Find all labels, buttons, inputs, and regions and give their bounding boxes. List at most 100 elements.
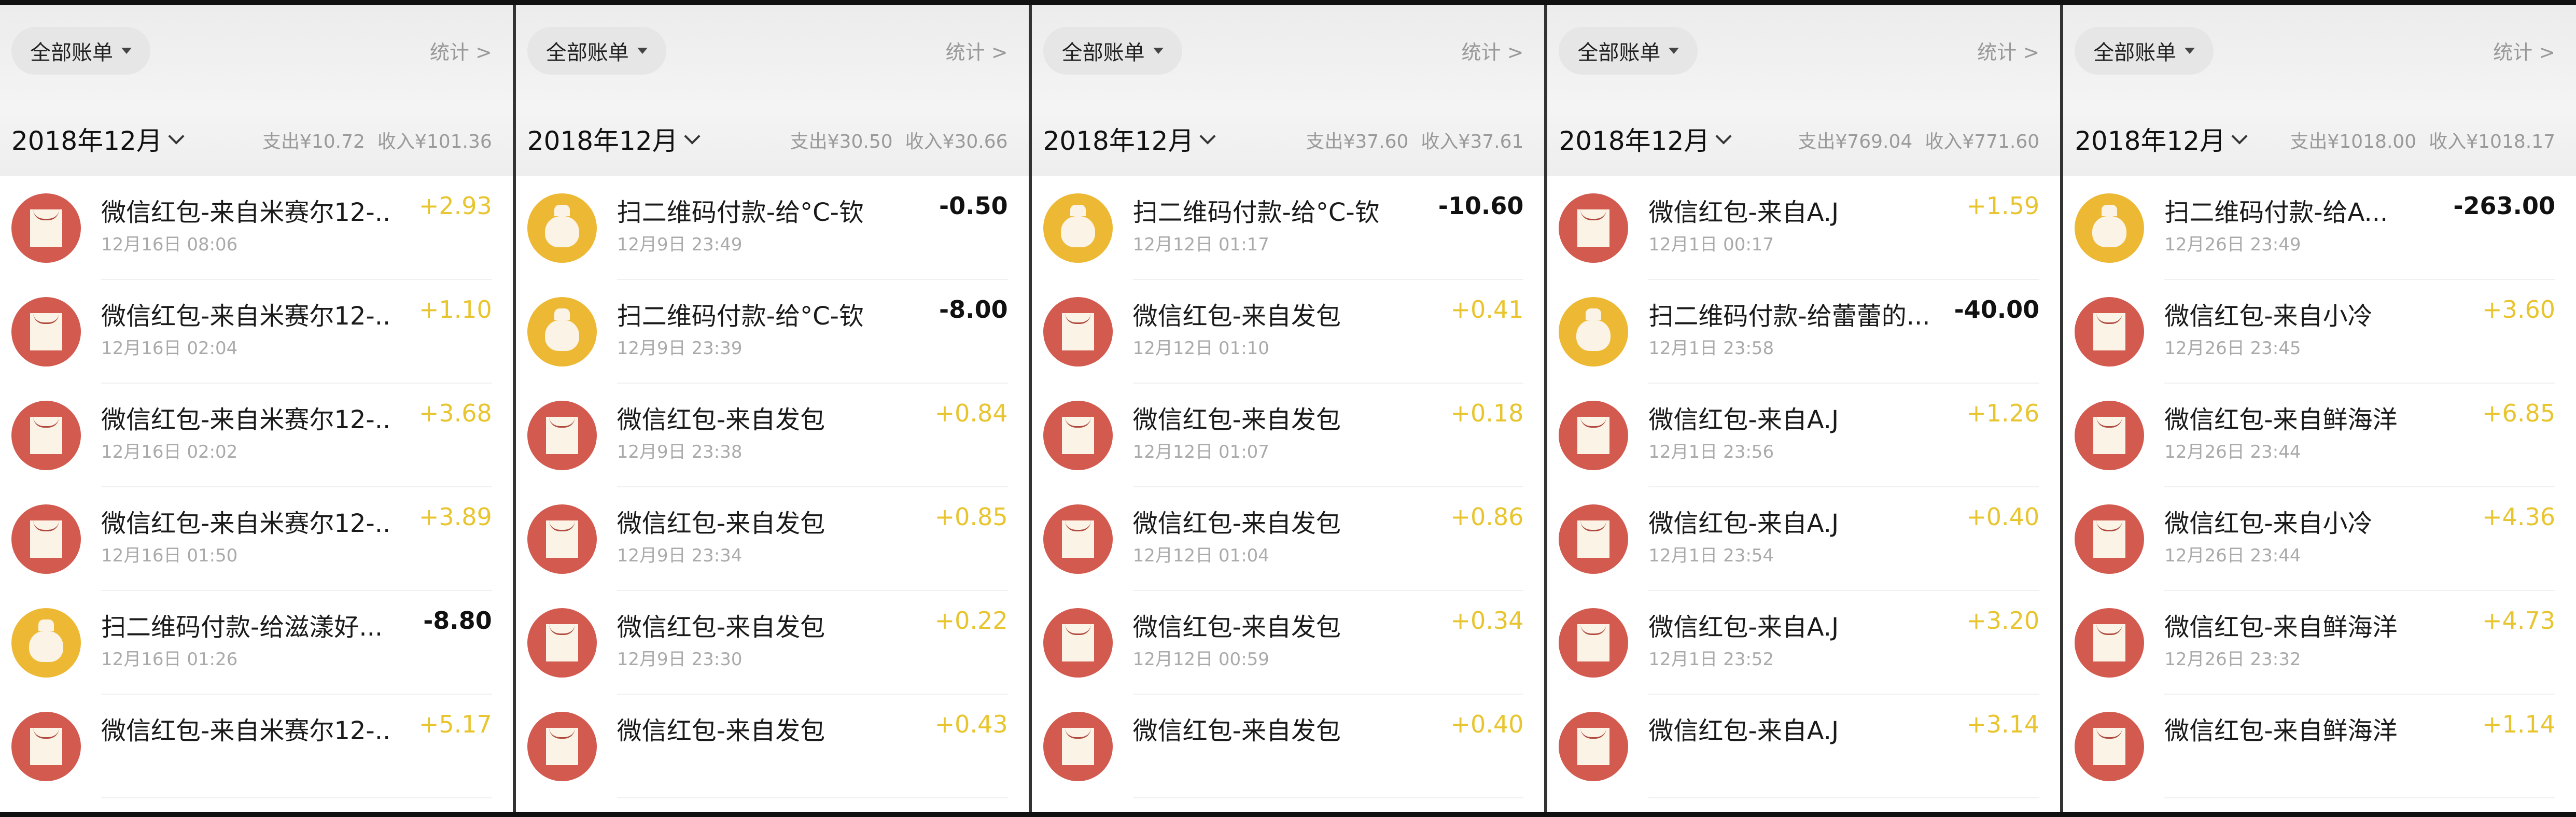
transaction-amount: +3.68 — [418, 399, 492, 427]
month-totals: 支出¥1018.00 收入¥1018.17 — [2277, 126, 2555, 153]
month-label: 2018年12月 — [2075, 126, 2226, 156]
transaction-row[interactable]: 微信红包-来自鲜海洋 12月26日 23:44 +6.85 — [2063, 384, 2576, 487]
transaction-row[interactable]: 扫二维码付款-给蕾蕾的... 12月1日 23:58 -40.00 — [1547, 280, 2060, 384]
transaction-row[interactable]: 微信红包-来自米赛尔12-... 12月16日 02:04 +1.10 — [0, 280, 513, 384]
month-totals: 支出¥37.60 收入¥37.61 — [1293, 126, 1523, 153]
transaction-title: 扫二维码付款-给°C-钦 — [1132, 198, 1380, 227]
caret-down-icon — [121, 48, 132, 54]
red-envelope-icon — [527, 504, 597, 574]
transaction-row[interactable]: 微信红包-来自发包 12月12日 01:07 +0.18 — [1032, 384, 1545, 487]
stats-link[interactable]: 统计 > — [2493, 41, 2555, 64]
transaction-row[interactable]: 微信红包-来自鲜海洋 12月26日 23:32 +4.73 — [2063, 591, 2576, 695]
transaction-title: 微信红包-来自米赛尔12-... — [101, 198, 391, 227]
transaction-row[interactable]: 微信红包-来自发包 12月12日 01:10 +0.41 — [1032, 280, 1545, 384]
transaction-row[interactable]: 扫二维码付款-给°C-钦 12月9日 23:49 -0.50 — [516, 176, 1029, 280]
month-label: 2018年12月 — [1043, 126, 1194, 156]
transaction-amount: +0.22 — [934, 607, 1008, 635]
transaction-amount: +0.18 — [1450, 399, 1524, 427]
red-envelope-icon — [1559, 401, 1629, 470]
transaction-title: 微信红包-来自发包 — [617, 405, 825, 434]
bill-header: 全部账单 统计 > 2018年12月 支出¥1018.00 收入¥1018.17 — [2063, 5, 2576, 176]
transaction-row[interactable]: 微信红包-来自鲜海洋 +1.14 — [2063, 695, 2576, 798]
transaction-row[interactable]: 微信红包-来自发包 12月12日 01:04 +0.86 — [1032, 487, 1545, 591]
transaction-row[interactable]: 微信红包-来自发包 +0.40 — [1032, 695, 1545, 798]
month-selector[interactable]: 2018年12月 — [1559, 120, 1732, 158]
red-envelope-icon — [11, 193, 81, 263]
bill-header: 全部账单 统计 > 2018年12月 支出¥30.50 收入¥30.66 — [515, 5, 1029, 176]
transaction-row[interactable]: 微信红包-来自A.J +3.14 — [1547, 695, 2060, 798]
row-divider — [2164, 694, 2555, 695]
transaction-title: 微信红包-来自米赛尔12-... — [101, 405, 391, 434]
transaction-amount: -8.80 — [423, 607, 492, 635]
red-envelope-icon — [11, 504, 81, 574]
transaction-row[interactable]: 微信红包-来自发包 12月9日 23:38 +0.84 — [516, 384, 1029, 487]
expense-total: 支出¥1018.00 — [2290, 131, 2417, 152]
stats-link[interactable]: 统计 > — [1977, 41, 2040, 64]
transaction-amount: +3.89 — [418, 503, 492, 531]
transaction-row[interactable]: 扫二维码付款-给A... 12月26日 23:49 -263.00 — [2063, 176, 2576, 280]
row-divider — [101, 486, 492, 487]
transaction-time: 12月12日 01:17 — [1132, 234, 1269, 255]
transaction-title: 微信红包-来自鲜海洋 — [2164, 405, 2398, 434]
transaction-amount: +0.85 — [934, 503, 1008, 531]
transaction-row[interactable]: 微信红包-来自A.J 12月1日 23:56 +1.26 — [1547, 384, 2060, 487]
transaction-amount: +6.85 — [2482, 399, 2555, 427]
income-total: 收入¥37.61 — [1421, 131, 1524, 152]
transaction-time: 12月26日 23:49 — [2164, 234, 2301, 255]
transaction-row[interactable]: 微信红包-来自小冷 12月26日 23:44 +4.36 — [2063, 487, 2576, 591]
stats-link[interactable]: 统计 > — [1461, 41, 1524, 64]
red-envelope-icon — [11, 297, 81, 367]
filter-label: 全部账单 — [2093, 41, 2177, 65]
transaction-row[interactable]: 微信红包-来自发包 12月12日 00:59 +0.34 — [1032, 591, 1545, 695]
transaction-time: 12月1日 23:56 — [1648, 442, 1774, 462]
bill-header: 全部账单 统计 > 2018年12月 支出¥769.04 收入¥771.60 — [1547, 5, 2061, 176]
month-selector[interactable]: 2018年12月 — [527, 120, 701, 158]
bill-filter-dropdown[interactable]: 全部账单 — [527, 27, 666, 75]
transaction-row[interactable]: 微信红包-来自米赛尔12-... 12月16日 02:02 +3.68 — [0, 384, 513, 487]
red-envelope-icon — [1559, 608, 1629, 678]
bill-filter-dropdown[interactable]: 全部账单 — [11, 27, 150, 75]
transaction-time: 12月9日 23:49 — [617, 234, 743, 255]
transaction-row[interactable]: 微信红包-来自发包 12月9日 23:30 +0.22 — [516, 591, 1029, 695]
row-divider — [1132, 279, 1524, 280]
bill-filter-dropdown[interactable]: 全部账单 — [1043, 27, 1182, 75]
month-selector[interactable]: 2018年12月 — [1043, 120, 1216, 158]
income-total: 收入¥771.60 — [1925, 131, 2040, 152]
transaction-row[interactable]: 微信红包-来自A.J 12月1日 23:52 +3.20 — [1547, 591, 2060, 695]
transaction-row[interactable]: 微信红包-来自A.J 12月1日 00:17 +1.59 — [1547, 176, 2060, 280]
stats-link[interactable]: 统计 > — [429, 41, 492, 64]
transaction-row[interactable]: 微信红包-来自米赛尔12-... 12月16日 01:50 +3.89 — [0, 487, 513, 591]
red-envelope-icon — [2075, 504, 2145, 574]
transaction-amount: +2.93 — [418, 192, 492, 220]
transaction-row[interactable]: 微信红包-来自发包 +0.43 — [516, 695, 1029, 798]
row-divider — [1132, 486, 1524, 487]
transaction-row[interactable]: 微信红包-来自小冷 12月26日 23:45 +3.60 — [2063, 280, 2576, 384]
transaction-row[interactable]: 扫二维码付款-给°C-钦 12月9日 23:39 -8.00 — [516, 280, 1029, 384]
transaction-row[interactable]: 微信红包-来自A.J 12月1日 23:54 +0.40 — [1547, 487, 2060, 591]
transaction-time: 12月12日 00:59 — [1132, 649, 1269, 670]
bill-filter-dropdown[interactable]: 全部账单 — [2075, 27, 2214, 75]
transaction-amount: +0.41 — [1450, 295, 1524, 323]
money-bag-icon — [527, 297, 597, 367]
red-envelope-icon — [1559, 712, 1629, 781]
month-label: 2018年12月 — [527, 126, 678, 156]
bill-panel: 全部账单 统计 > 2018年12月 支出¥769.04 收入¥771.60 微信… — [1547, 5, 2061, 812]
red-envelope-icon — [1043, 401, 1113, 470]
transaction-row[interactable]: 微信红包-来自米赛尔12-... 12月16日 08:06 +2.93 — [0, 176, 513, 280]
bill-filter-dropdown[interactable]: 全部账单 — [1559, 27, 1698, 75]
income-total: 收入¥30.66 — [905, 131, 1008, 152]
transaction-row[interactable]: 微信红包-来自发包 12月9日 23:34 +0.85 — [516, 487, 1029, 591]
row-divider — [617, 694, 1008, 695]
month-selector[interactable]: 2018年12月 — [2075, 120, 2248, 158]
month-selector[interactable]: 2018年12月 — [11, 120, 185, 158]
red-envelope-icon — [1043, 504, 1113, 574]
transaction-row[interactable]: 扫二维码付款-给滋漾好... 12月16日 01:26 -8.80 — [0, 591, 513, 695]
transaction-title: 微信红包-来自发包 — [617, 509, 825, 538]
transaction-amount: -10.60 — [1438, 192, 1524, 220]
stats-link[interactable]: 统计 > — [945, 41, 1008, 64]
transaction-time: 12月16日 01:26 — [101, 649, 238, 670]
transaction-row[interactable]: 扫二维码付款-给°C-钦 12月12日 01:17 -10.60 — [1032, 176, 1545, 280]
row-divider — [2164, 279, 2555, 280]
transaction-row[interactable]: 微信红包-来自米赛尔12-... +5.17 — [0, 695, 513, 798]
filter-label: 全部账单 — [1061, 41, 1145, 65]
